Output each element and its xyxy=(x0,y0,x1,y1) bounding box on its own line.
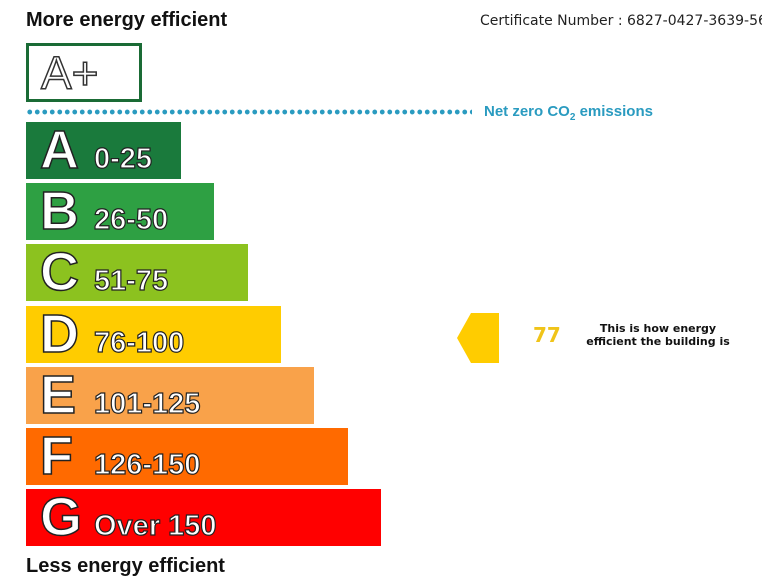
band-letter: A xyxy=(39,119,80,181)
band-range: 51-75 xyxy=(93,265,169,298)
band-a-plus-label: A+ xyxy=(40,47,99,99)
band-letter: D xyxy=(39,303,80,365)
net-zero-sub: 2 xyxy=(569,112,576,123)
band-d: D 76-100 xyxy=(26,303,281,365)
band-range: 126-150 xyxy=(93,448,201,481)
band-range: 26-50 xyxy=(93,204,169,237)
band-letter: E xyxy=(39,364,77,426)
certificate-number: Certificate Number : 6827-0427-3639-560 xyxy=(480,13,762,29)
band-a: A 0-25 xyxy=(26,119,181,181)
band-range: 101-125 xyxy=(93,387,201,420)
band-a-plus: A+ xyxy=(26,43,142,102)
band-b: B 26-50 xyxy=(26,180,215,242)
net-zero-label: Net zero CO2 emissions xyxy=(484,103,653,123)
band-letter: F xyxy=(39,425,74,487)
band-c: C 51-75 xyxy=(26,242,248,304)
net-zero-dotted-line xyxy=(26,109,472,115)
band-range: 0-25 xyxy=(93,142,153,175)
rating-arrow xyxy=(457,313,499,363)
band-range: Over 150 xyxy=(93,510,217,543)
net-zero-suffix: emissions xyxy=(575,103,653,120)
rating-score: 77 xyxy=(533,323,561,347)
bottom-label: Less energy efficient xyxy=(26,555,225,577)
band-e: E 101-125 xyxy=(26,364,315,426)
band-f: F 126-150 xyxy=(26,425,348,487)
net-zero-text: Net zero CO xyxy=(484,103,570,120)
top-label: More energy efficient xyxy=(26,9,228,31)
band-range: 76-100 xyxy=(93,326,185,359)
band-letter: B xyxy=(39,180,80,242)
band-letter: G xyxy=(39,486,83,548)
band-letter: C xyxy=(39,242,80,304)
rating-description: This is how energy efficient the buildin… xyxy=(586,322,730,348)
band-g: G Over 150 xyxy=(26,486,381,548)
